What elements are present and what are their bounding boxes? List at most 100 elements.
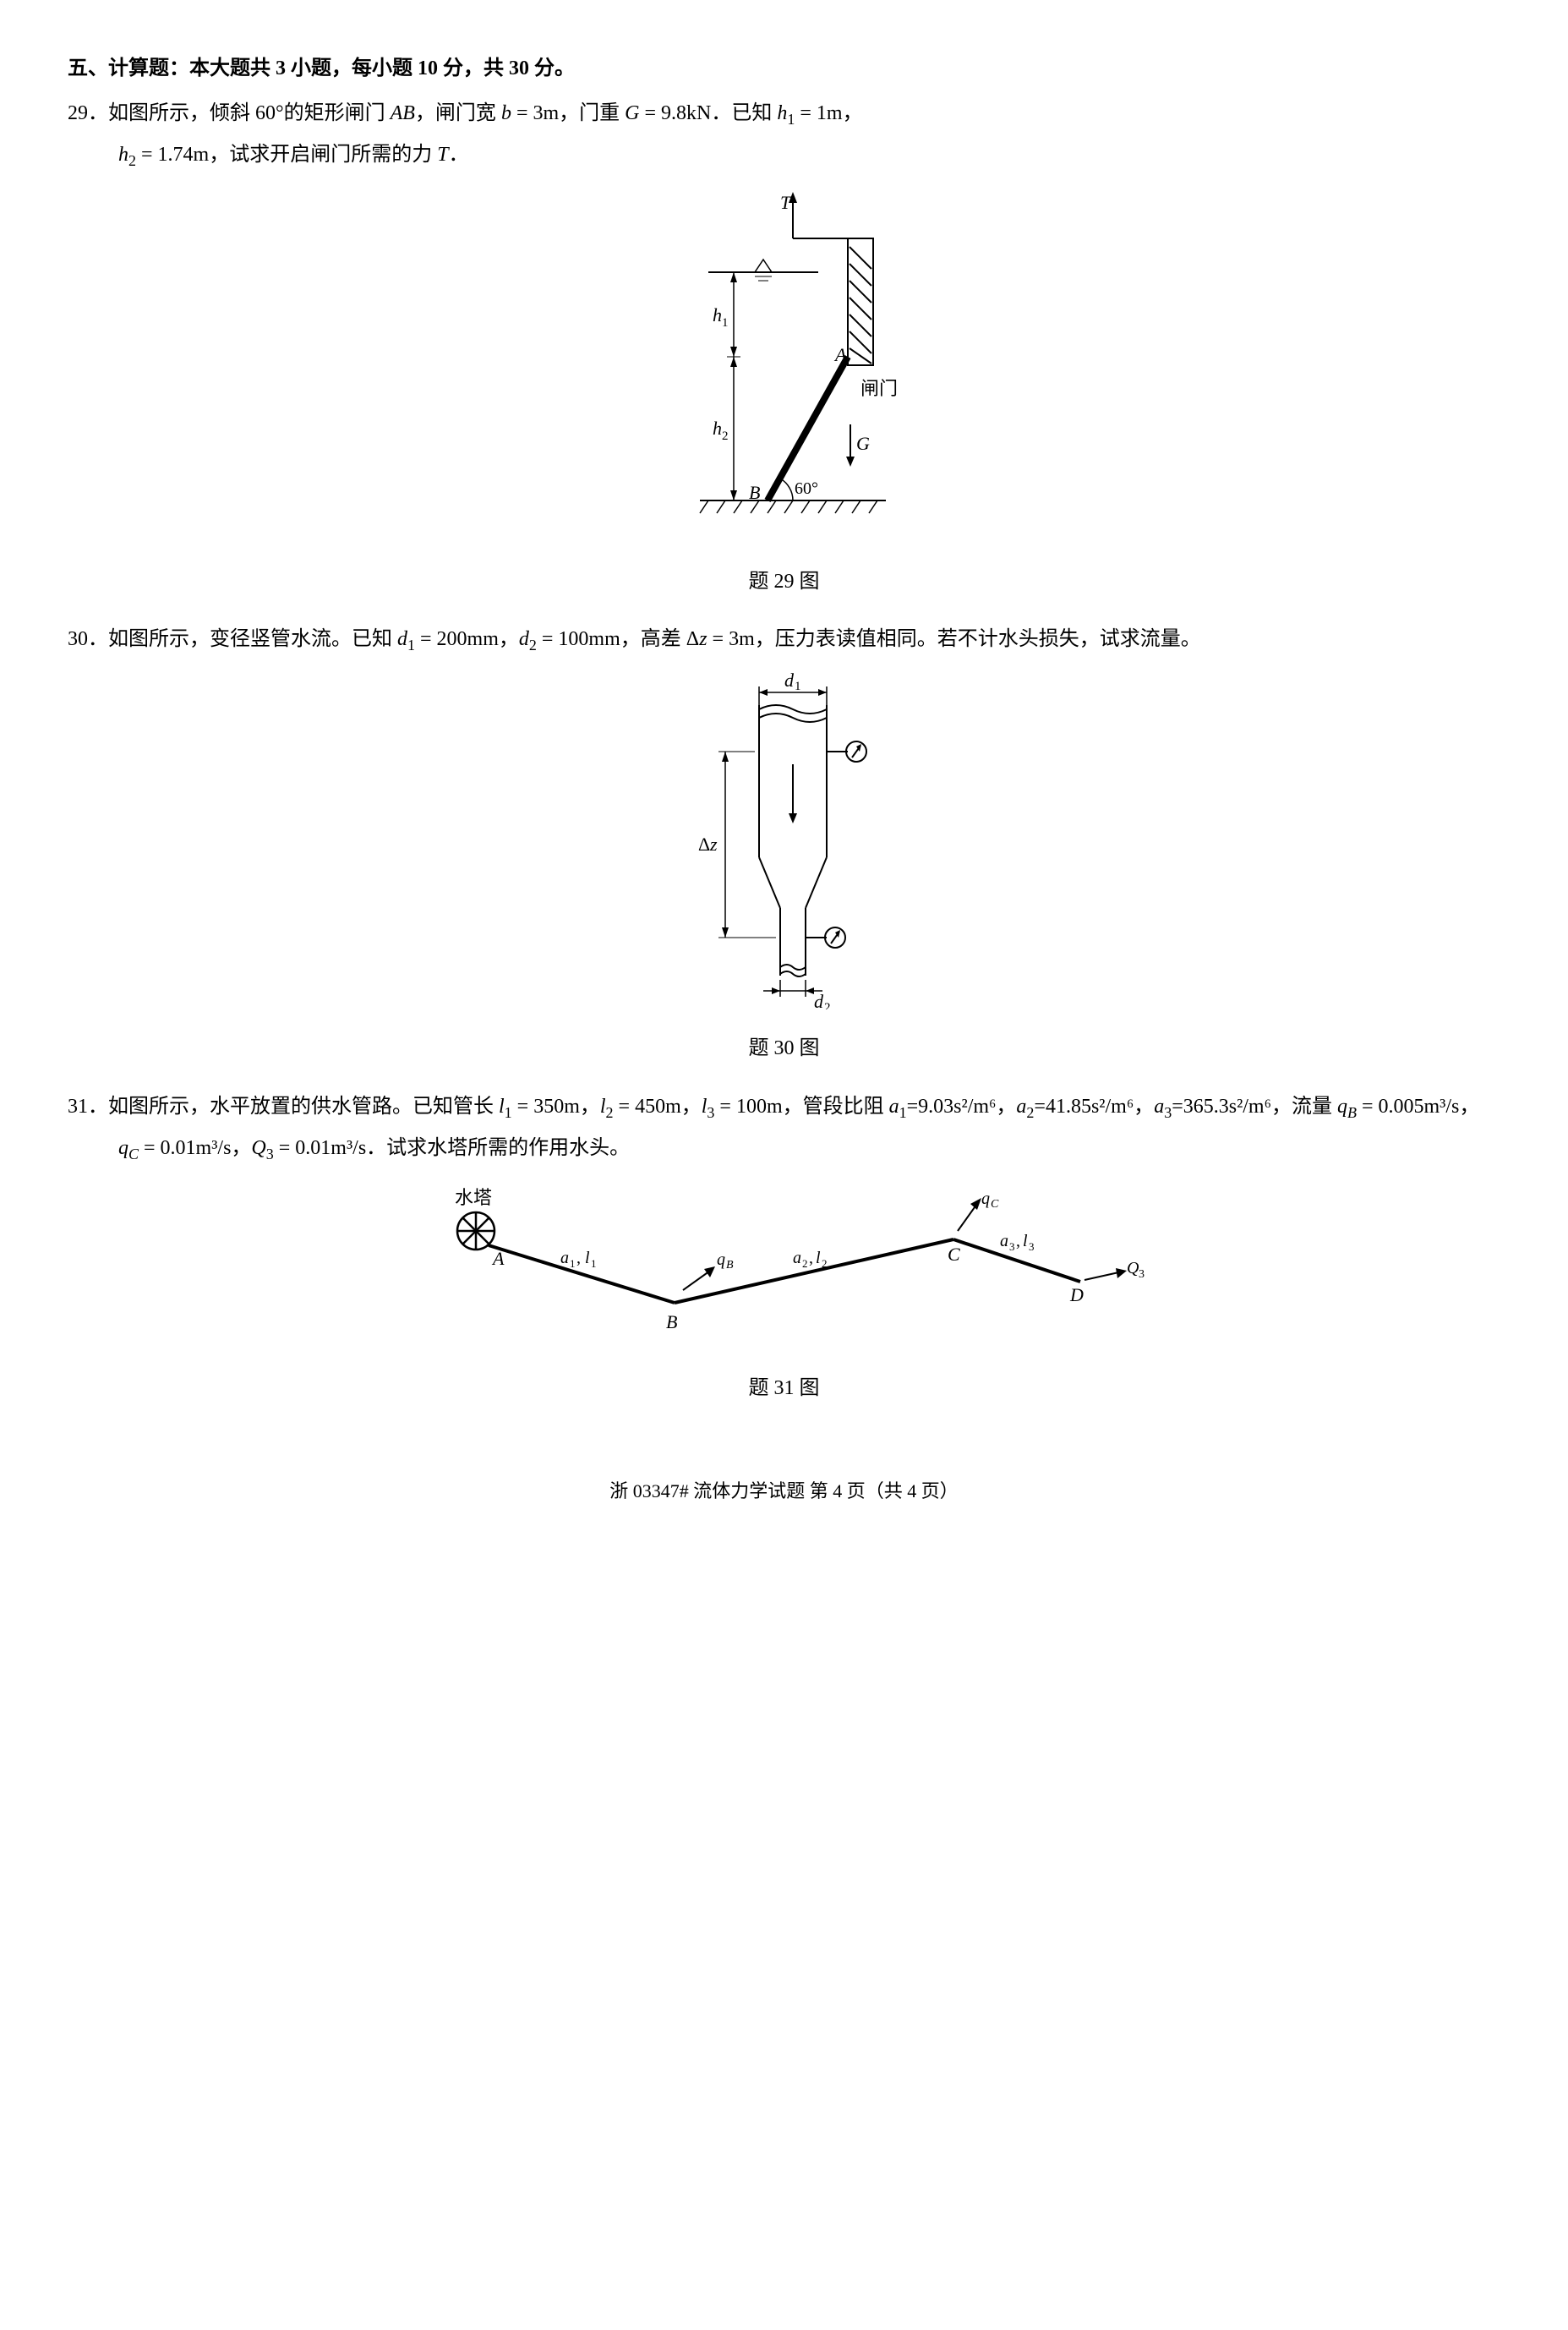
q29-text-line1: 29．如图所示，倾斜 60°的矩形闸门 AB，闸门宽 b = 3m，门重 G =… (68, 96, 1500, 133)
q30-caption: 题 30 图 (68, 1031, 1500, 1067)
q29-eq3: = 1m， (795, 102, 862, 124)
q31-label-C: C (948, 1244, 960, 1265)
q29-t2: ，闸门宽 (415, 102, 501, 124)
q29-b: b (501, 102, 511, 124)
q29-label-G: G (856, 433, 870, 454)
q31-l1s: 1 (505, 1103, 512, 1120)
q30-d1v: d (397, 628, 407, 650)
q31-eq6: =365.3s²/m⁶，流量 (1172, 1096, 1337, 1118)
q31-qBs: B (1347, 1103, 1357, 1120)
page-footer: 浙 03347# 流体力学试题 第 4 页（共 4 页） (68, 1474, 1500, 1508)
q31-a3s: 3 (1164, 1103, 1172, 1120)
svg-text:q: q (981, 1190, 990, 1208)
q31-t1: 如图所示，水平放置的供水管路。已知管长 (108, 1096, 499, 1118)
q30-eq3: = 3m，压力表读值相同。若不计水头损失，试求流量。 (708, 628, 1201, 650)
q29-T: T (437, 144, 448, 166)
q31-text-line1: 31．如图所示，水平放置的供水管路。已知管长 l1 = 350m，l2 = 45… (68, 1089, 1500, 1126)
svg-text:a: a (1000, 1232, 1008, 1250)
q31-eq3: = 100m，管段比阻 (714, 1096, 888, 1118)
q29-label-gate: 闸门 (860, 378, 898, 399)
q29-h2v: h (118, 144, 128, 166)
q30-svg: d 1 (666, 671, 903, 1009)
q31-eq8: = 0.01m³/s， (139, 1137, 251, 1159)
q29-svg: T h 1 (624, 188, 945, 543)
svg-text:l: l (816, 1249, 821, 1267)
svg-text:3: 3 (1009, 1240, 1015, 1253)
q31-a3v: a (1154, 1096, 1164, 1118)
svg-text:B: B (726, 1259, 734, 1272)
q31-a1s: 1 (899, 1103, 907, 1120)
svg-text:Δ: Δ (698, 834, 710, 855)
svg-text:2: 2 (802, 1257, 808, 1270)
section-header: 五、计算题：本大题共 3 小题，每小题 10 分，共 30 分。 (68, 51, 1500, 87)
q30-d2s: 2 (529, 637, 537, 654)
question-31: 31．如图所示，水平放置的供水管路。已知管长 l1 = 350m，l2 = 45… (68, 1089, 1500, 1408)
q30-eq1: = 200mm， (415, 628, 519, 650)
q31-eq9: = 0.01m³/s．试求水塔所需的作用水头。 (274, 1137, 630, 1159)
q31-figure: 水塔 A a 1 , l 1 B q B a 2 , l 2 C (68, 1180, 1500, 1407)
q29-AB: AB (391, 102, 415, 124)
q29-end: ． (449, 144, 469, 166)
q31-svg: 水塔 A a 1 , l 1 B q B a 2 , l 2 C (404, 1180, 1165, 1349)
q29-label-T: T (780, 192, 792, 213)
svg-text:1: 1 (795, 680, 801, 693)
q30-number: 30． (68, 628, 108, 650)
q29-eq1: = 3m，门重 (511, 102, 625, 124)
q31-eq5: =41.85s²/m⁶， (1034, 1096, 1154, 1118)
q29-figure: T h 1 (68, 188, 1500, 600)
svg-text:q: q (717, 1250, 725, 1269)
q31-eq7: = 0.005m³/s， (1357, 1096, 1479, 1118)
q31-a1v: a (889, 1096, 899, 1118)
q31-eq1: = 350m， (512, 1096, 600, 1118)
question-29: 29．如图所示，倾斜 60°的矩形闸门 AB，闸门宽 b = 3m，门重 G =… (68, 96, 1500, 600)
q29-h2s: 2 (128, 152, 136, 169)
q31-Q3s: 3 (266, 1145, 274, 1162)
q30-text-line1: 30．如图所示，变径竖管水流。已知 d1 = 200mm，d2 = 100mm，… (68, 621, 1500, 659)
q29-eq4: = 1.74m，试求开启闸门所需的力 (136, 144, 437, 166)
svg-text:a: a (793, 1249, 801, 1267)
svg-text:2: 2 (822, 1257, 828, 1270)
question-30: 30．如图所示，变径竖管水流。已知 d1 = 200mm，d2 = 100mm，… (68, 621, 1500, 1068)
q31-a2v: a (1016, 1096, 1026, 1118)
q29-h1s: 1 (787, 111, 795, 128)
svg-text:1: 1 (570, 1257, 576, 1270)
q29-number: 29． (68, 102, 108, 124)
svg-text:1: 1 (722, 316, 729, 330)
q30-figure: d 1 (68, 671, 1500, 1067)
q31-caption: 题 31 图 (68, 1370, 1500, 1407)
svg-text:d: d (814, 991, 824, 1009)
q30-d2v: d (519, 628, 529, 650)
q29-G: G (625, 102, 639, 124)
svg-text:2: 2 (824, 1001, 831, 1009)
q30-t1: 如图所示，变径竖管水流。已知 (108, 628, 397, 650)
q29-t1: 如图所示，倾斜 60°的矩形闸门 (108, 102, 391, 124)
q30-eq2: = 100mm，高差 Δ (537, 628, 699, 650)
q29-eq2: = 9.8kN．已知 (639, 102, 777, 124)
q31-label-B: B (666, 1311, 677, 1332)
svg-text:1: 1 (591, 1257, 597, 1270)
q30-d1s: 1 (407, 637, 415, 654)
q31-eq4: =9.03s²/m⁶， (907, 1096, 1017, 1118)
q29-caption: 题 29 图 (68, 564, 1500, 600)
q31-qCs: C (128, 1145, 139, 1162)
q31-l2v: l (600, 1096, 606, 1118)
q31-eq2: = 450m， (614, 1096, 702, 1118)
q31-label-D: D (1069, 1284, 1084, 1305)
q31-label-tower: 水塔 (455, 1187, 492, 1208)
svg-text:,: , (809, 1249, 813, 1267)
svg-text:z: z (709, 834, 718, 855)
q29-text-line2: h2 = 1.74m，试求开启闸门所需的力 T． (68, 137, 1500, 174)
q29-label-angle: 60° (795, 479, 818, 498)
svg-text:3: 3 (1029, 1240, 1035, 1253)
q31-l1v: l (499, 1096, 505, 1118)
q31-number: 31． (68, 1096, 108, 1118)
svg-text:d: d (784, 671, 795, 691)
svg-text:C: C (991, 1198, 999, 1211)
svg-text:,: , (1016, 1232, 1020, 1250)
svg-text:h: h (713, 304, 722, 325)
svg-text:h: h (713, 418, 722, 439)
q31-Q3v: Q (251, 1137, 265, 1159)
q31-l2s: 2 (606, 1103, 614, 1120)
svg-text:2: 2 (722, 429, 729, 443)
q31-text-line2: qC = 0.01m³/s，Q3 = 0.01m³/s．试求水塔所需的作用水头。 (68, 1130, 1500, 1168)
